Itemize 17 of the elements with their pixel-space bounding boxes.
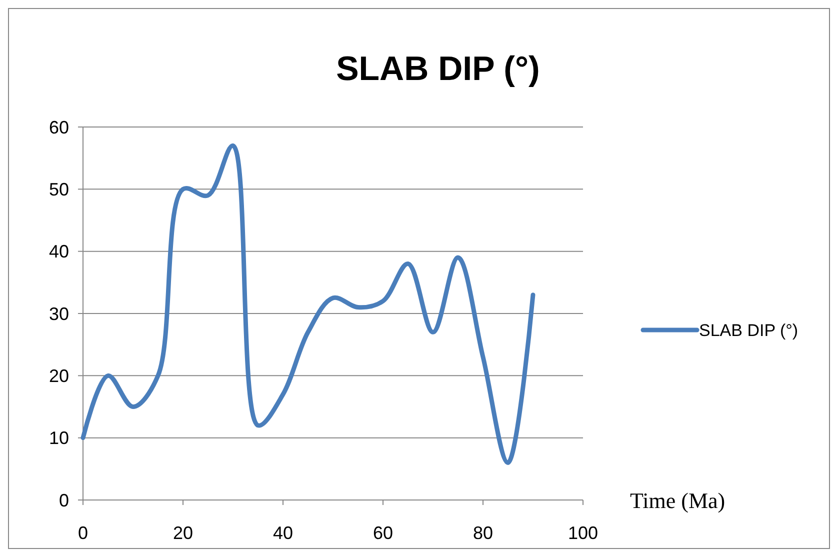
line-series (80, 143, 536, 465)
legend-label: SLAB DIP (°) (699, 320, 798, 340)
y-tick-label: 10 (48, 428, 69, 448)
x-tick-label: 0 (78, 523, 88, 543)
x-axis-title: Time (Ma) (630, 488, 726, 513)
y-tick-label: 40 (48, 242, 69, 262)
y-tick-label: 60 (48, 117, 69, 138)
chart-title: SLAB DIP (°) (336, 50, 540, 88)
x-tick-label: 60 (372, 523, 394, 543)
y-tick-label: 20 (48, 366, 69, 386)
y-tick-label: 0 (58, 490, 69, 510)
x-tick-label: 20 (172, 523, 194, 543)
x-tick-label: 100 (568, 523, 598, 543)
x-tick-label: 80 (472, 523, 494, 543)
y-tick-label: 50 (48, 179, 69, 200)
x-tick-label: 40 (272, 523, 294, 543)
y-tick-label: 30 (48, 304, 69, 324)
